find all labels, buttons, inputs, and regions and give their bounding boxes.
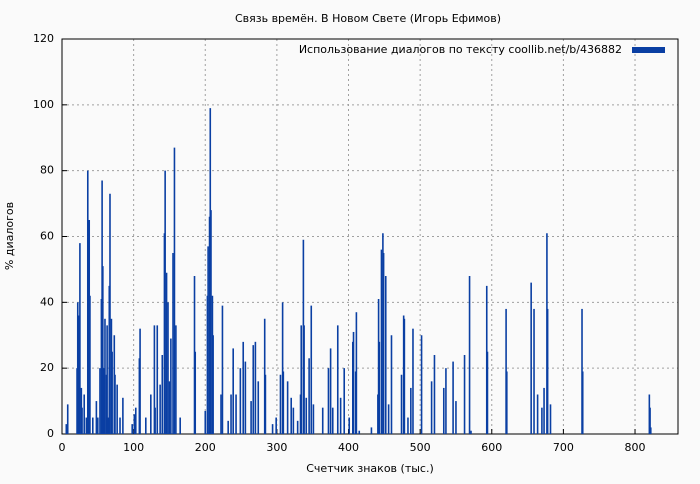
x-tick-label: 200 [195, 441, 216, 454]
y-tick-label: 20 [40, 361, 54, 374]
legend-swatch [632, 47, 665, 53]
chart-title: Связь времён. В Новом Свете (Игорь Ефимо… [235, 12, 501, 25]
y-tick-label: 0 [47, 427, 54, 440]
x-tick-label: 0 [59, 441, 66, 454]
y-tick-label: 40 [40, 295, 54, 308]
x-tick-label: 300 [266, 441, 287, 454]
y-tick-label: 60 [40, 230, 54, 243]
x-axis-label: Счетчик знаков (тыс.) [306, 462, 434, 475]
y-tick-label: 100 [33, 98, 54, 111]
x-tick-label: 500 [410, 441, 431, 454]
y-tick-label: 120 [33, 32, 54, 45]
plot-frame [61, 38, 679, 435]
legend-label: Использование диалогов по тексту coollib… [299, 43, 622, 56]
x-tick-label: 700 [553, 441, 574, 454]
x-tick-label: 600 [481, 441, 502, 454]
y-axis-label: % диалогов [3, 202, 16, 270]
x-tick-label: 400 [338, 441, 359, 454]
x-tick-label: 800 [625, 441, 646, 454]
y-tick-label: 80 [40, 164, 54, 177]
x-tick-label: 100 [123, 441, 144, 454]
